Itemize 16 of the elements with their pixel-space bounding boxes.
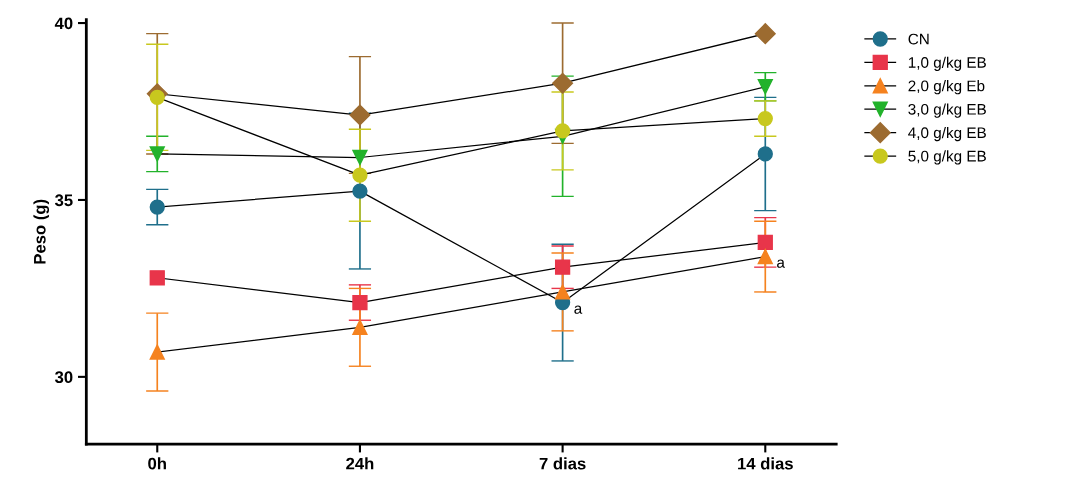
y-axis-title: Peso (g) bbox=[33, 199, 50, 264]
x-tick-label: 0h bbox=[148, 457, 166, 470]
legend-label: 1,0 g/kg EB bbox=[908, 56, 986, 71]
y-tick-label: 30 bbox=[54, 371, 73, 384]
legend-label: 4,0 g/kg EB bbox=[908, 126, 986, 142]
x-tick-label: 14 dias bbox=[738, 457, 793, 470]
annotation: a bbox=[777, 259, 785, 268]
x-tick-label: 7 dias bbox=[539, 457, 586, 470]
legend-label: 5,0 g/kg EB bbox=[908, 150, 986, 165]
legend-label: 2,0 g/kg Eb bbox=[908, 80, 985, 95]
legend-label: CN bbox=[908, 33, 929, 45]
y-tick-label: 40 bbox=[54, 17, 73, 30]
annotation: a bbox=[574, 305, 583, 314]
x-tick-label: 24h bbox=[346, 457, 374, 470]
y-tick-label: 35 bbox=[54, 194, 73, 207]
legend-label: 3,0 g/kg EB bbox=[908, 103, 986, 118]
